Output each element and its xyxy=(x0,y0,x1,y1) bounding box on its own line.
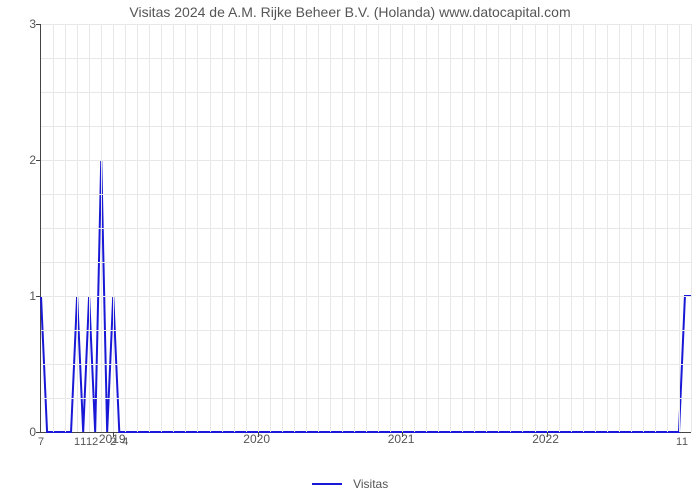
y-tick-label: 0 xyxy=(6,425,36,439)
grid-line-vertical xyxy=(294,24,295,432)
grid-line-vertical xyxy=(125,24,126,432)
plot-area: 711122411 xyxy=(40,24,691,433)
grid-line-vertical xyxy=(450,24,451,432)
grid-line-vertical xyxy=(137,24,138,432)
legend: Visitas xyxy=(0,476,700,491)
grid-line-vertical xyxy=(306,24,307,432)
x-year-label: 2022 xyxy=(532,432,559,446)
grid-line-vertical xyxy=(619,24,620,432)
grid-line-vertical xyxy=(583,24,584,432)
y-tick-mark xyxy=(36,432,41,433)
grid-line-vertical xyxy=(571,24,572,432)
chart-title: Visitas 2024 de A.M. Rijke Beheer B.V. (… xyxy=(0,4,700,20)
grid-line-vertical xyxy=(643,24,644,432)
grid-line-vertical xyxy=(607,24,608,432)
x-year-label: 2020 xyxy=(243,432,270,446)
grid-line-vertical xyxy=(149,24,150,432)
grid-line-vertical xyxy=(366,24,367,432)
grid-line-vertical xyxy=(330,24,331,432)
y-tick-mark xyxy=(36,160,41,161)
grid-line-vertical xyxy=(426,24,427,432)
y-tick-mark xyxy=(36,24,41,25)
grid-line-vertical xyxy=(234,24,235,432)
y-tick-label: 1 xyxy=(6,289,36,303)
grid-line-vertical xyxy=(486,24,487,432)
grid-line-vertical xyxy=(185,24,186,432)
grid-line-vertical xyxy=(510,24,511,432)
y-tick-label: 2 xyxy=(6,153,36,167)
grid-line-vertical xyxy=(691,24,692,432)
grid-line-vertical xyxy=(522,24,523,432)
grid-line-vertical xyxy=(210,24,211,432)
grid-line-vertical xyxy=(161,24,162,432)
grid-line-vertical xyxy=(595,24,596,432)
grid-line-vertical xyxy=(222,24,223,432)
grid-line-vertical xyxy=(113,24,114,432)
grid-line-vertical xyxy=(655,24,656,432)
grid-line-vertical xyxy=(173,24,174,432)
grid-line-vertical xyxy=(246,24,247,432)
grid-line-vertical xyxy=(89,24,90,432)
y-tick-label: 3 xyxy=(6,17,36,31)
grid-line-vertical xyxy=(547,24,548,432)
grid-line-vertical xyxy=(667,24,668,432)
grid-line-vertical xyxy=(559,24,560,432)
grid-line-vertical xyxy=(679,24,680,432)
grid-line-vertical xyxy=(101,24,102,432)
x-point-label: 1 xyxy=(682,436,688,448)
grid-line-vertical xyxy=(390,24,391,432)
grid-line-vertical xyxy=(414,24,415,432)
grid-line-vertical xyxy=(318,24,319,432)
grid-line-vertical xyxy=(498,24,499,432)
grid-line-vertical xyxy=(258,24,259,432)
legend-swatch xyxy=(312,483,342,485)
grid-line-vertical xyxy=(53,24,54,432)
visitas-line-chart: Visitas 2024 de A.M. Rijke Beheer B.V. (… xyxy=(0,0,700,500)
x-point-label: 2 xyxy=(92,436,98,448)
grid-line-vertical xyxy=(402,24,403,432)
grid-line-vertical xyxy=(462,24,463,432)
grid-line-vertical xyxy=(65,24,66,432)
grid-line-vertical xyxy=(438,24,439,432)
grid-line-vertical xyxy=(354,24,355,432)
grid-line-vertical xyxy=(270,24,271,432)
grid-line-vertical xyxy=(77,24,78,432)
grid-line-vertical xyxy=(474,24,475,432)
x-year-label: 2021 xyxy=(388,432,415,446)
legend-label: Visitas xyxy=(353,477,388,491)
grid-line-vertical xyxy=(631,24,632,432)
grid-line-vertical xyxy=(282,24,283,432)
x-point-label: 7 xyxy=(38,436,44,448)
grid-line-vertical xyxy=(535,24,536,432)
grid-line-vertical xyxy=(342,24,343,432)
x-year-label: 2019 xyxy=(99,432,126,446)
grid-line-vertical xyxy=(378,24,379,432)
y-tick-mark xyxy=(36,296,41,297)
grid-line-vertical xyxy=(197,24,198,432)
